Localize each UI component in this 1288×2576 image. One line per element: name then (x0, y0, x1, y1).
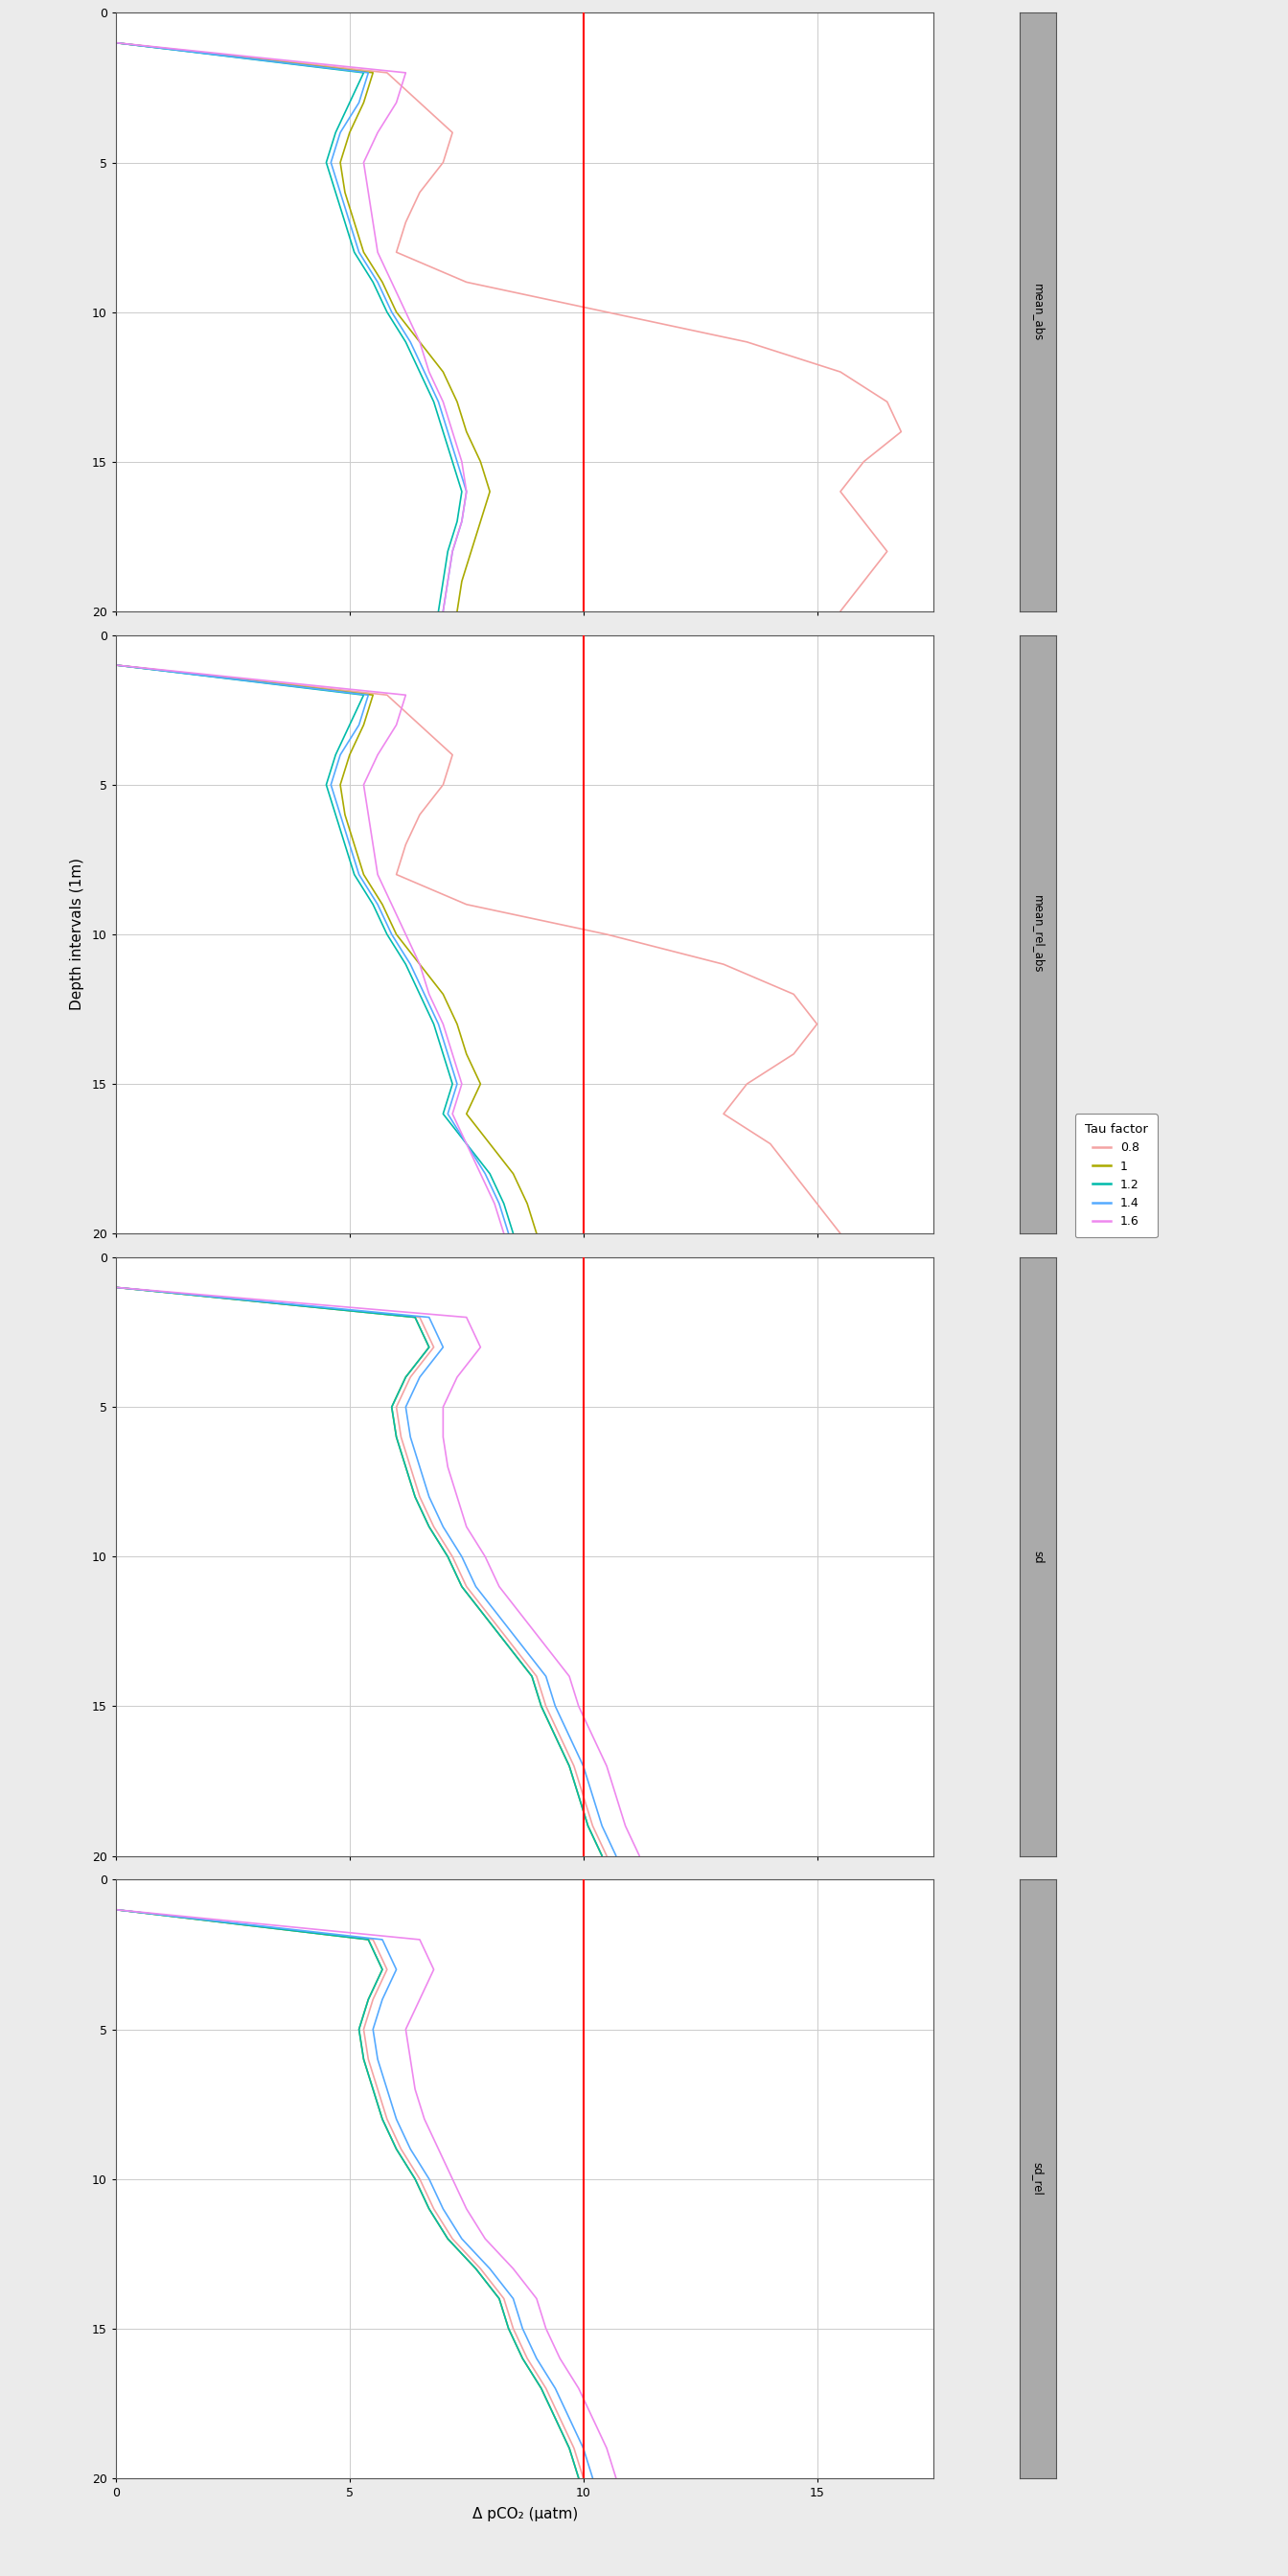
Legend: 0.8, 1, 1.2, 1.4, 1.6: 0.8, 1, 1.2, 1.4, 1.6 (1075, 1113, 1158, 1236)
Y-axis label: Depth intervals (1m): Depth intervals (1m) (70, 858, 84, 1010)
Text: sd_rel: sd_rel (1032, 2161, 1045, 2195)
Text: mean_rel_abs: mean_rel_abs (1032, 896, 1045, 974)
Text: sd: sd (1032, 1551, 1045, 1564)
X-axis label: Δ pCO₂ (μatm): Δ pCO₂ (μatm) (473, 2506, 578, 2522)
Text: mean_abs: mean_abs (1032, 283, 1045, 340)
